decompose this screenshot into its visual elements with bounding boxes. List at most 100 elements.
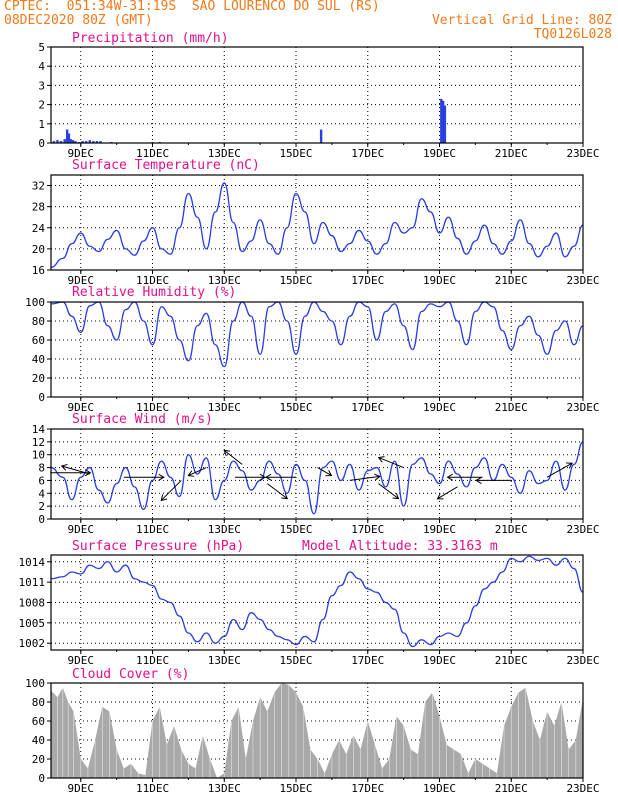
humidity-xtick-label: 15DEC: [279, 401, 312, 414]
temperature-ytick-label: 28: [32, 201, 45, 214]
temperature-panel-frame: [50, 174, 584, 271]
precipitation-bar: [59, 141, 63, 143]
cloud-cover-ytick-label: 80: [32, 696, 45, 709]
pressure-xtick-label: 11DEC: [136, 654, 169, 667]
wind-arrow-shaft: [546, 462, 573, 478]
precipitation-bar: [99, 141, 102, 143]
cloud-cover-ytick-label: 60: [32, 715, 45, 728]
cloud-cover-area: [51, 683, 583, 778]
humidity-title: Relative Humidity (%): [72, 285, 236, 300]
humidity-xtick-label: 19DEC: [423, 401, 456, 414]
wind-arrow-head: [566, 462, 573, 469]
humidity-ytick-label: 100: [25, 296, 45, 309]
temperature-title: Surface Temperature (nC): [72, 158, 260, 173]
wind-arrow-shaft: [160, 480, 182, 501]
precipitation-ytick-label: 0: [38, 137, 45, 150]
temperature-series-line: [50, 182, 584, 269]
temperature-xtick-label: 21DEC: [495, 274, 528, 287]
temperature-ytick-label: 32: [32, 180, 45, 193]
pressure-title: Surface Pressure (hPa): [72, 539, 244, 554]
humidity-xtick-label: 9DEC: [68, 401, 95, 414]
precipitation-xtick-label: 21DEC: [495, 147, 528, 160]
humidity-xtick-label: 21DEC: [495, 401, 528, 414]
precipitation-xtick-label: 17DEC: [351, 147, 384, 160]
humidity-ytick-label: 0: [38, 391, 45, 404]
precipitation-xtick-label: 9DEC: [68, 147, 95, 160]
precipitation-bar: [71, 140, 75, 143]
wind-xtick-label: 23DEC: [566, 523, 599, 536]
precipitation-bar: [84, 141, 88, 143]
wind-ytick-label: 6: [38, 474, 45, 487]
pressure-xtick-label: 9DEC: [68, 654, 95, 667]
precipitation-bar: [443, 105, 447, 143]
wind-arrow-head: [436, 493, 444, 500]
wind-arrow-head: [392, 492, 400, 500]
wind-ytick-label: 10: [32, 449, 45, 462]
cloud-cover-ytick-label: 20: [32, 753, 45, 766]
pressure-ytick-label: 1011: [19, 576, 46, 589]
temperature-xtick-label: 17DEC: [351, 274, 384, 287]
wind-arrow-head: [374, 473, 381, 481]
temperature-ytick-label: 20: [32, 243, 45, 256]
wind-arrow-head: [325, 470, 333, 477]
wind-arrow-head: [84, 469, 92, 477]
wind-arrow-shaft: [378, 457, 404, 469]
cloud-cover-xtick-label: 9DEC: [68, 782, 95, 795]
temperature-xtick-label: 9DEC: [68, 274, 95, 287]
temperature-ytick-label: 24: [32, 222, 46, 235]
wind-arrow-head: [187, 470, 195, 477]
pressure-xtick-label: 17DEC: [351, 654, 384, 667]
wind-ytick-label: 12: [32, 436, 45, 449]
wind-arrow-shaft: [267, 483, 288, 500]
wind-ytick-label: 0: [38, 513, 45, 526]
cloud-cover-ytick-label: 0: [38, 772, 45, 785]
wind-arrow-shaft: [223, 449, 243, 465]
cloud-cover-xtick-label: 23DEC: [566, 782, 599, 795]
pressure-xtick-label: 21DEC: [495, 654, 528, 667]
precipitation-ytick-label: 5: [38, 41, 45, 54]
precipitation-ytick-label: 3: [38, 79, 45, 92]
pressure-ytick-label: 1005: [19, 617, 46, 630]
precipitation-bar: [74, 141, 77, 143]
wind-arrow-head: [377, 456, 385, 463]
wind-arrow-shaft: [349, 475, 380, 481]
humidity-xtick-label: 23DEC: [566, 401, 599, 414]
pressure-panel-frame: [50, 554, 584, 651]
precipitation-xtick-label: 11DEC: [136, 147, 169, 160]
precipitation-bar: [69, 139, 72, 143]
precipitation-bar: [56, 140, 59, 143]
precipitation-bar: [81, 141, 84, 143]
precipitation-bar: [441, 100, 445, 143]
precipitation-bar: [319, 129, 323, 143]
humidity-xtick-label: 17DEC: [351, 401, 384, 414]
precipitation-xtick-label: 13DEC: [208, 147, 241, 160]
pressure-ytick-label: 1002: [19, 637, 46, 650]
precipitation-bar: [65, 129, 69, 143]
cloud-cover-xtick-label: 21DEC: [495, 782, 528, 795]
humidity-panel-frame: [50, 301, 584, 398]
model-id: TQ0126L028: [533, 27, 612, 42]
wind-xtick-label: 11DEC: [136, 523, 169, 536]
wind-arrow-head: [446, 473, 453, 481]
wind-xtick-label: 17DEC: [351, 523, 384, 536]
precipitation-bar: [52, 141, 56, 143]
wind-arrow-shaft: [61, 465, 90, 475]
cloud-cover-title: Cloud Cover (%): [72, 667, 189, 682]
precipitation-ytick-label: 4: [38, 60, 45, 73]
temperature-xtick-label: 15DEC: [279, 274, 312, 287]
wind-ytick-label: 14: [32, 423, 46, 436]
temperature-xtick-label: 11DEC: [136, 274, 169, 287]
wind-xtick-label: 13DEC: [208, 523, 241, 536]
cloud-cover-xtick-label: 11DEC: [136, 782, 169, 795]
humidity-ytick-label: 20: [32, 372, 45, 385]
pressure-xtick-label: 13DEC: [208, 654, 241, 667]
cloud-cover-ytick-label: 100: [25, 677, 45, 690]
cloud-cover-panel-frame: [50, 682, 584, 779]
run-date: 08DEC2020 80Z (GMT): [4, 13, 153, 28]
chart-header: CPTEC: 051:34W-31:19S SAO LOURENCO DO SU…: [0, 0, 618, 48]
wind-xtick-label: 19DEC: [423, 523, 456, 536]
temperature-xtick-label: 19DEC: [423, 274, 456, 287]
wind-series-line: [50, 441, 584, 515]
cloud-cover-xtick-label: 15DEC: [279, 782, 312, 795]
